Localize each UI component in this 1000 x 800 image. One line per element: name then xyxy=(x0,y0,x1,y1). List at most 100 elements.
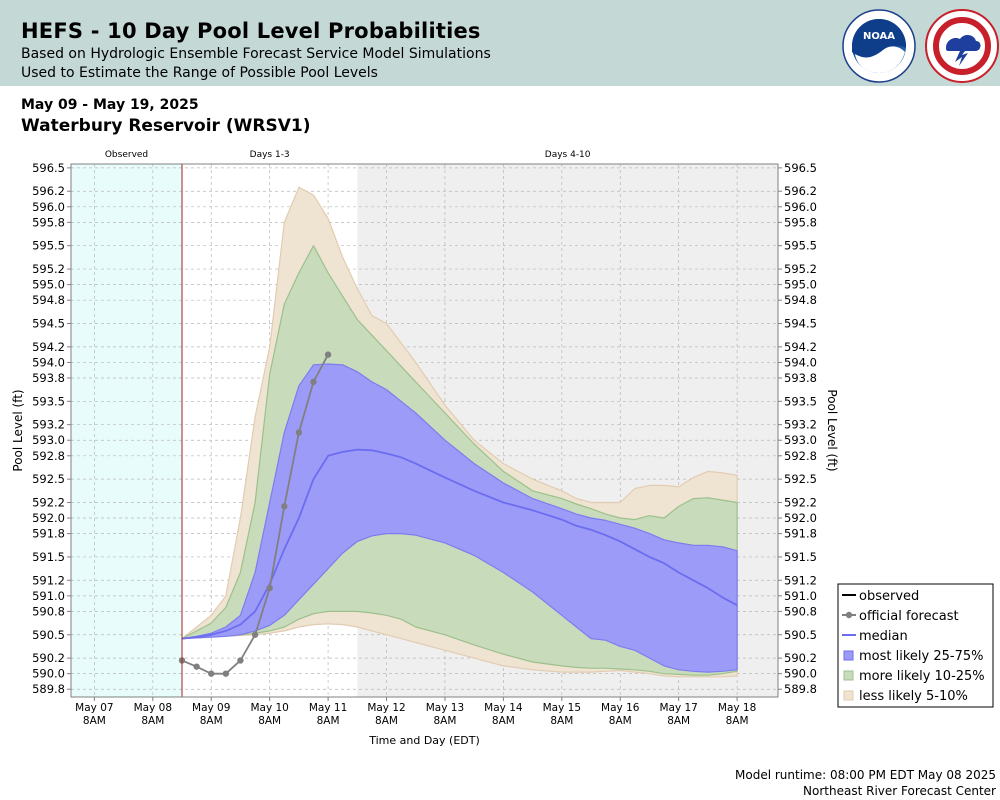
x-tick-label: May 07 xyxy=(75,702,113,714)
y-tick-label: 594.8 xyxy=(784,293,817,307)
y-tick-label: 593.8 xyxy=(32,371,65,385)
y-tick-label: 592.2 xyxy=(784,495,817,509)
y-tick-label: 595.8 xyxy=(32,215,65,229)
y-tick-label: 589.8 xyxy=(32,682,65,696)
x-tick-label: May 14 xyxy=(484,702,523,714)
marker-official-forecast xyxy=(222,670,230,677)
x-tick-label: May 17 xyxy=(659,702,697,714)
y-tick-label: 590.2 xyxy=(32,651,65,665)
marker-official-forecast xyxy=(193,663,200,670)
y-tick-label: 592.0 xyxy=(784,511,817,525)
svg-text:NOAA: NOAA xyxy=(863,31,895,42)
y-tick-label: 590.0 xyxy=(32,667,65,681)
y-tick-label: 591.8 xyxy=(784,527,817,541)
x-tick-label-time: 8AM xyxy=(492,715,515,727)
y-tick-label: 593.0 xyxy=(32,433,65,447)
y-tick-label: 592.2 xyxy=(32,495,65,509)
y-tick-label: 594.2 xyxy=(32,340,65,354)
y-tick-label: 593.5 xyxy=(784,394,817,408)
x-tick-label-time: 8AM xyxy=(317,715,340,727)
legend-label: more likely 10-25% xyxy=(859,669,985,684)
y-tick-label: 589.8 xyxy=(784,682,817,696)
chart-legend: observed official forecast median most like… xyxy=(837,583,994,708)
y-tick-label: 595.0 xyxy=(784,278,817,292)
y-tick-label: 594.5 xyxy=(784,317,817,331)
x-tick-label-time: 8AM xyxy=(667,715,690,727)
y-tick-label: 594.8 xyxy=(32,293,65,307)
page-title: HEFS - 10 Day Pool Level Probabilities xyxy=(21,19,481,43)
line-median xyxy=(181,448,738,640)
y-tick-label: 596.0 xyxy=(32,200,65,214)
header-banner: HEFS - 10 Day Pool Level Probabilities B… xyxy=(0,0,1000,86)
y-tick-label: 595.2 xyxy=(32,262,65,276)
marker-official-forecast xyxy=(266,584,273,592)
legend-swatch xyxy=(843,650,854,661)
page-subtitle-secondary: Used to Estimate the Range of Possible P… xyxy=(21,65,378,81)
x-tick-label: May 15 xyxy=(543,702,581,714)
y-tick-label: 591.8 xyxy=(32,527,65,541)
y-tick-label: 596.5 xyxy=(784,161,817,175)
marker-official-forecast xyxy=(208,670,215,677)
x-tick-label-time: 8AM xyxy=(726,715,749,727)
y-tick-label: 591.0 xyxy=(32,589,65,603)
x-tick-label-time: 8AM xyxy=(375,715,398,727)
y-tick-label: 592.8 xyxy=(784,449,817,463)
x-tick-label-time: 8AM xyxy=(200,715,223,727)
y-tick-label: 596.2 xyxy=(784,184,817,198)
x-tick-label: May 12 xyxy=(367,702,405,714)
y-tick-label: 591.2 xyxy=(32,573,65,587)
x-tick-label: May 13 xyxy=(426,702,464,714)
region-label: Days 1-3 xyxy=(250,150,290,160)
y-tick-label: 593.2 xyxy=(784,418,817,432)
y-tick-label: 590.8 xyxy=(784,604,817,618)
legend-label: less likely 5-10% xyxy=(859,689,968,704)
y-tick-label: 591.5 xyxy=(784,550,817,564)
x-tick-label: May 10 xyxy=(250,702,288,714)
noaa-logo: NOAA xyxy=(842,9,916,83)
legend-swatch-marker xyxy=(845,611,853,619)
x-tick-label: May 09 xyxy=(192,702,230,714)
marker-official-forecast xyxy=(251,631,259,638)
region-bg-0 xyxy=(71,164,183,697)
x-tick-label-time: 8AM xyxy=(609,715,632,727)
y-tick-label: 592.5 xyxy=(32,472,65,486)
y-tick-label: 594.5 xyxy=(32,317,65,331)
marker-official-forecast xyxy=(281,503,288,510)
y-tick-label: 590.2 xyxy=(784,651,817,665)
legend-swatch xyxy=(843,670,854,681)
legend-label: most likely 25-75% xyxy=(859,649,983,664)
y-tick-label: 595.8 xyxy=(784,215,817,229)
legend-label: median xyxy=(859,629,908,644)
date-range: May 09 - May 19, 2025 xyxy=(21,97,199,113)
y-tick-label: 594.0 xyxy=(32,355,65,369)
region-label: Observed xyxy=(105,150,148,160)
y-tick-label: 593.2 xyxy=(32,418,65,432)
x-tick-label: May 18 xyxy=(718,702,756,714)
y-tick-label: 596.5 xyxy=(32,161,65,175)
y-tick-label: 594.2 xyxy=(784,340,817,354)
y-tick-label: 593.0 xyxy=(784,433,817,447)
y-tick-label: 593.8 xyxy=(784,371,817,385)
plot-frame xyxy=(70,163,779,698)
x-tick-label: May 11 xyxy=(309,702,347,714)
x-tick-label-time: 8AM xyxy=(141,715,164,727)
station-name: Waterbury Reservoir (WRSV1) xyxy=(21,116,311,136)
y-tick-label: 593.5 xyxy=(32,394,65,408)
forecast-center: Northeast River Forecast Center xyxy=(803,784,996,798)
y-tick-label: 596.2 xyxy=(32,184,65,198)
legend-box xyxy=(837,583,994,708)
legend-label: observed xyxy=(859,589,919,604)
y-tick-label: 592.0 xyxy=(32,511,65,525)
y-tick-label: 594.0 xyxy=(784,355,817,369)
y-tick-label: 590.5 xyxy=(784,628,817,642)
y-tick-label: 595.0 xyxy=(32,278,65,292)
y-tick-label: 592.8 xyxy=(32,449,65,463)
plot-series xyxy=(178,186,738,678)
band-most-likely-25-75- xyxy=(181,363,738,673)
x-tick-label-time: 8AM xyxy=(550,715,573,727)
y-tick-label: 590.0 xyxy=(784,667,817,681)
marker-official-forecast xyxy=(324,351,332,358)
marker-official-forecast xyxy=(310,378,317,386)
y-tick-label: 590.8 xyxy=(32,604,65,618)
